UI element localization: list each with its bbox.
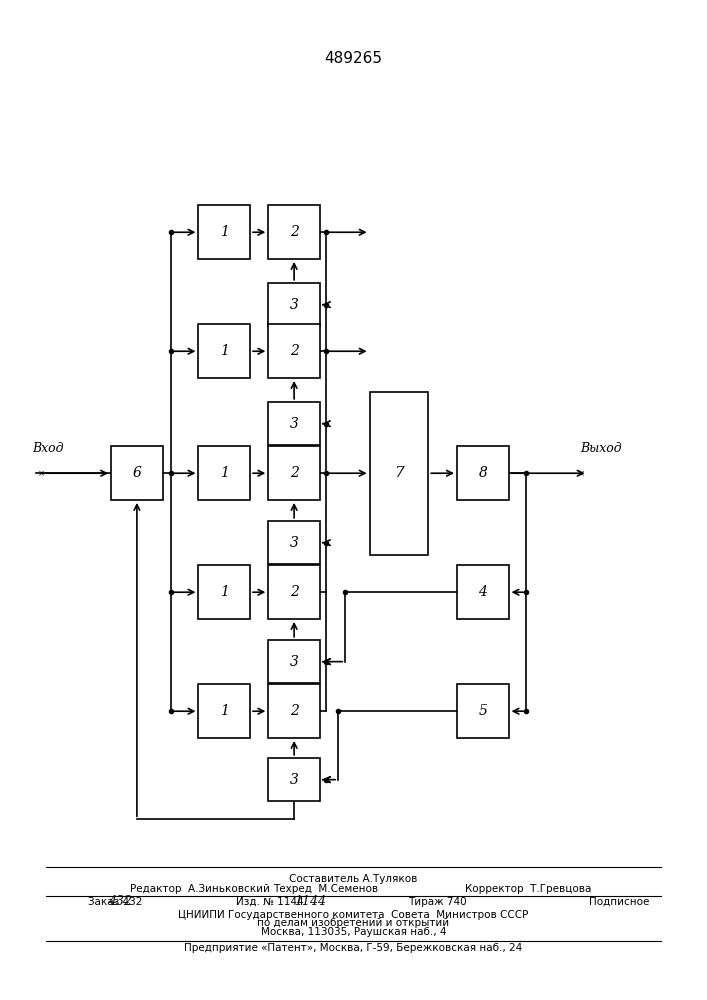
FancyBboxPatch shape bbox=[268, 446, 320, 500]
FancyBboxPatch shape bbox=[268, 521, 320, 564]
FancyBboxPatch shape bbox=[457, 684, 508, 738]
FancyBboxPatch shape bbox=[457, 446, 508, 500]
Text: 2: 2 bbox=[290, 225, 298, 239]
FancyBboxPatch shape bbox=[268, 758, 320, 801]
Text: Корректор  Т.Гревцова: Корректор Т.Гревцова bbox=[465, 884, 591, 894]
Text: 1: 1 bbox=[220, 585, 228, 599]
Text: 3: 3 bbox=[290, 655, 298, 669]
Text: 2: 2 bbox=[290, 466, 298, 480]
Text: Изд. № 1144: Изд. № 1144 bbox=[236, 897, 303, 907]
Text: 432: 432 bbox=[107, 895, 132, 908]
Text: Техред  М.Семенов: Техред М.Семенов bbox=[273, 884, 378, 894]
Text: 8: 8 bbox=[479, 466, 487, 480]
Text: $\times$: $\times$ bbox=[37, 469, 45, 478]
Text: 2: 2 bbox=[290, 704, 298, 718]
FancyBboxPatch shape bbox=[111, 446, 163, 500]
Text: 2: 2 bbox=[290, 344, 298, 358]
Text: Подписное: Подписное bbox=[589, 897, 649, 907]
FancyBboxPatch shape bbox=[457, 565, 508, 619]
Text: Тираж 740: Тираж 740 bbox=[408, 897, 467, 907]
Text: Москва, 113035, Раушская наб., 4: Москва, 113035, Раушская наб., 4 bbox=[261, 927, 446, 937]
Text: 1: 1 bbox=[220, 225, 228, 239]
Text: 1: 1 bbox=[220, 466, 228, 480]
Text: 2: 2 bbox=[290, 585, 298, 599]
Text: 6: 6 bbox=[132, 466, 141, 480]
Text: Вход: Вход bbox=[32, 442, 64, 455]
Text: 1: 1 bbox=[220, 344, 228, 358]
FancyBboxPatch shape bbox=[199, 565, 250, 619]
Text: 5: 5 bbox=[479, 704, 487, 718]
Text: ЦНИИПИ Государственного комитета  Совета  Министров СССР: ЦНИИПИ Государственного комитета Совета … bbox=[178, 910, 529, 920]
Text: $\times$: $\times$ bbox=[577, 469, 585, 478]
Text: Заказ 432: Заказ 432 bbox=[88, 897, 142, 907]
Text: 3: 3 bbox=[290, 773, 298, 787]
Text: 1: 1 bbox=[220, 704, 228, 718]
FancyBboxPatch shape bbox=[268, 324, 320, 378]
Text: 3: 3 bbox=[290, 536, 298, 550]
FancyBboxPatch shape bbox=[268, 283, 320, 326]
FancyBboxPatch shape bbox=[199, 684, 250, 738]
Text: Выход: Выход bbox=[580, 442, 622, 455]
Text: 1144: 1144 bbox=[294, 895, 326, 908]
FancyBboxPatch shape bbox=[268, 402, 320, 445]
FancyBboxPatch shape bbox=[268, 684, 320, 738]
FancyBboxPatch shape bbox=[370, 392, 428, 555]
FancyBboxPatch shape bbox=[199, 324, 250, 378]
FancyBboxPatch shape bbox=[199, 446, 250, 500]
FancyBboxPatch shape bbox=[268, 640, 320, 683]
Text: 4: 4 bbox=[479, 585, 487, 599]
Text: Составитель А.Туляков: Составитель А.Туляков bbox=[289, 874, 418, 884]
Text: Предприятие «Патент», Москва, Г-59, Бережковская наб., 24: Предприятие «Патент», Москва, Г-59, Бере… bbox=[185, 943, 522, 953]
FancyBboxPatch shape bbox=[268, 205, 320, 259]
Text: 489265: 489265 bbox=[325, 51, 382, 66]
Text: по делам изобретений и открытий: по делам изобретений и открытий bbox=[257, 918, 450, 928]
FancyBboxPatch shape bbox=[268, 565, 320, 619]
Text: 7: 7 bbox=[394, 466, 404, 480]
FancyBboxPatch shape bbox=[199, 205, 250, 259]
Text: 3: 3 bbox=[290, 298, 298, 312]
Text: Редактор  А.Зиньковский: Редактор А.Зиньковский bbox=[130, 884, 270, 894]
Text: 3: 3 bbox=[290, 417, 298, 431]
